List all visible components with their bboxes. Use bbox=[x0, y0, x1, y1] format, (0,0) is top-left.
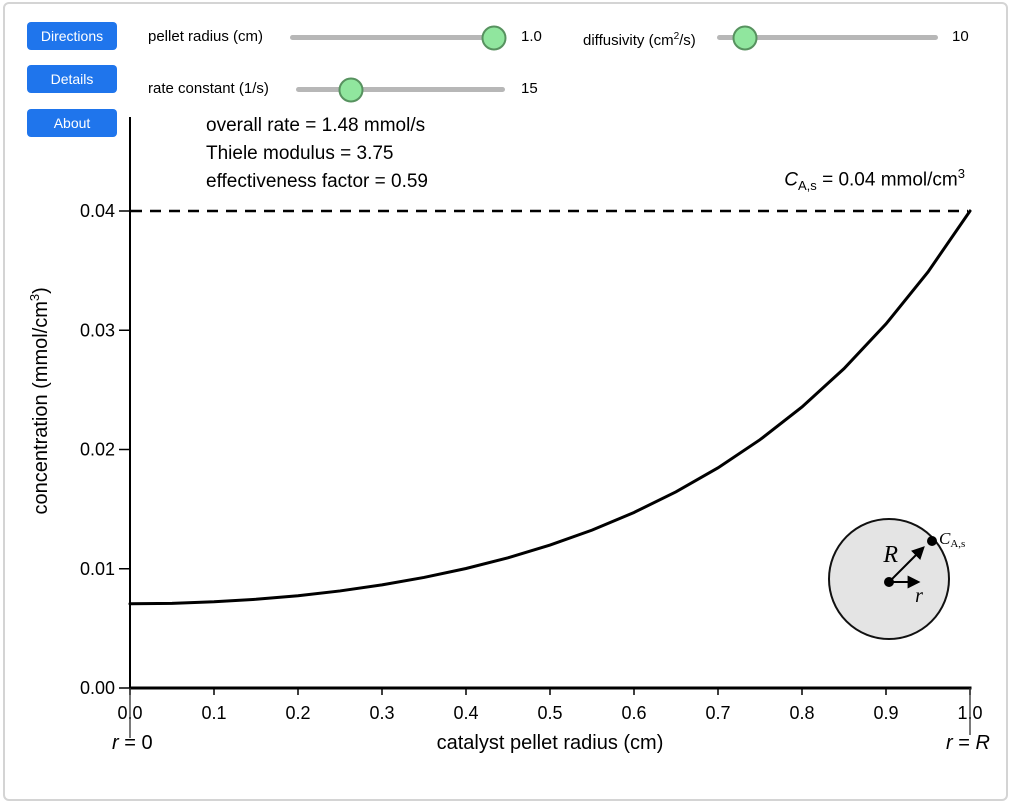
pellet-radius-slider-label: pellet radius (cm) bbox=[148, 28, 264, 45]
x-tick-label: 0.6 bbox=[621, 703, 646, 723]
pellet-radius-value: 1.0 bbox=[521, 28, 542, 45]
concentration-curve bbox=[128, 209, 972, 606]
rate-constant-slider-label: rate constant (1/s) bbox=[148, 80, 269, 97]
y-tick-label: 0.00 bbox=[80, 678, 115, 698]
x-tick-label: 0.5 bbox=[537, 703, 562, 723]
y-tick-label: 0.04 bbox=[80, 201, 115, 221]
about-button[interactable]: About bbox=[27, 109, 117, 137]
diffusivity-slider-thumb[interactable] bbox=[732, 25, 758, 50]
thiele-modulus-text: Thiele modulus = 3.75 bbox=[206, 143, 394, 164]
overall-rate-text: overall rate = 1.48 mmol/s bbox=[206, 115, 426, 136]
inset-r-label: r bbox=[915, 585, 923, 607]
x-tick-label: 0.1 bbox=[201, 703, 226, 723]
diffusivity-slider-label: diffusivity (cm2/s) bbox=[583, 31, 696, 49]
pellet-inset-diagram: R r CA,s bbox=[828, 518, 965, 640]
x-tick-label: 0.7 bbox=[705, 703, 730, 723]
diffusivity-value: 10 bbox=[952, 28, 969, 45]
x-tick-label: 0.3 bbox=[369, 703, 394, 723]
x-axis-label: catalyst pellet radius (cm) bbox=[436, 732, 664, 754]
rate-constant-value: 15 bbox=[521, 80, 538, 97]
app-frame-border bbox=[3, 2, 1008, 801]
pellet-radius-slider-thumb[interactable] bbox=[481, 25, 507, 50]
y-axis-label: concentration (mmol/cm3) bbox=[27, 287, 52, 515]
radius-R-arrow bbox=[888, 546, 925, 583]
diffusivity-slider-track[interactable] bbox=[717, 25, 938, 50]
effectiveness-factor-text: effectiveness factor = 0.59 bbox=[206, 171, 428, 192]
x-tick-label: 0.8 bbox=[789, 703, 814, 723]
x-tick-label: 0.4 bbox=[453, 703, 478, 723]
surface-concentration-label: CA,s = 0.04 mmol/cm3 bbox=[784, 166, 965, 194]
axis-end-label-rR: r = R bbox=[946, 732, 990, 754]
inset-surface-concentration-label: CA,s bbox=[939, 529, 965, 550]
rate-constant-slider-track[interactable] bbox=[296, 77, 505, 102]
details-button[interactable]: Details bbox=[27, 65, 117, 93]
pellet-radius-slider-track[interactable] bbox=[290, 25, 507, 50]
y-tick-label: 0.02 bbox=[80, 440, 115, 460]
axis-end-label-r0: r = 0 bbox=[112, 732, 153, 754]
results-text-block: overall rate = 1.48 mmol/s Thiele modulu… bbox=[206, 112, 428, 196]
inset-R-label: R bbox=[882, 542, 898, 568]
directions-button[interactable]: Directions bbox=[27, 22, 117, 50]
x-tick-label: 0.2 bbox=[285, 703, 310, 723]
y-tick-label: 0.03 bbox=[80, 320, 115, 340]
rate-constant-slider-thumb[interactable] bbox=[338, 77, 364, 102]
surface-point-dot bbox=[927, 536, 937, 546]
x-tick-label: 0.9 bbox=[873, 703, 898, 723]
y-tick-label: 0.01 bbox=[80, 559, 115, 579]
